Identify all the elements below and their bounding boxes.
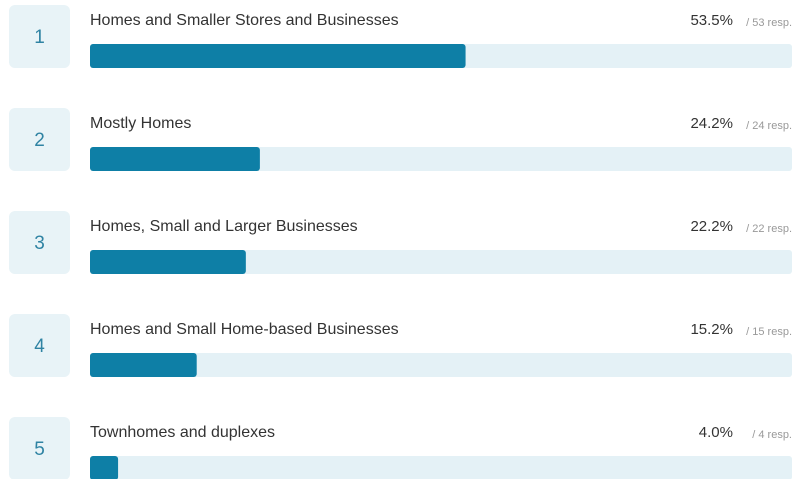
option-label: Homes, Small and Larger Businesses bbox=[90, 218, 358, 235]
percent-label: 4.0% bbox=[699, 424, 733, 441]
bar bbox=[90, 250, 246, 274]
bar bbox=[90, 44, 466, 68]
rank-number: 3 bbox=[34, 233, 45, 254]
option-label: Homes and Small Home-based Businesses bbox=[90, 321, 399, 338]
option-label: Townhomes and duplexes bbox=[90, 424, 275, 441]
rank-box bbox=[9, 417, 70, 479]
rank-number: 5 bbox=[34, 439, 45, 460]
bar-track bbox=[90, 456, 792, 479]
rank-box bbox=[9, 314, 70, 377]
rank-box bbox=[9, 108, 70, 171]
rank-box bbox=[9, 211, 70, 274]
rank-number: 1 bbox=[34, 27, 45, 48]
option-label: Homes and Smaller Stores and Businesses bbox=[90, 12, 399, 29]
rank-number: 4 bbox=[34, 336, 45, 357]
bar bbox=[90, 353, 197, 377]
percent-label: 24.2% bbox=[690, 115, 733, 132]
bar bbox=[90, 456, 119, 479]
rank-number: 2 bbox=[34, 130, 45, 151]
response-count: / 4 resp. bbox=[752, 429, 792, 441]
bar-track bbox=[90, 250, 792, 274]
response-count: / 22 resp. bbox=[746, 223, 792, 235]
option-label: Mostly Homes bbox=[90, 115, 191, 132]
percent-label: 22.2% bbox=[690, 218, 733, 235]
rank-box bbox=[9, 5, 70, 68]
response-count: / 24 resp. bbox=[746, 120, 792, 132]
percent-label: 15.2% bbox=[690, 321, 733, 338]
bar bbox=[90, 147, 260, 171]
percent-label: 53.5% bbox=[690, 12, 733, 29]
bar-track bbox=[90, 353, 792, 377]
response-count: / 15 resp. bbox=[746, 326, 792, 338]
bar-track bbox=[90, 147, 792, 171]
response-count: / 53 resp. bbox=[746, 17, 792, 29]
